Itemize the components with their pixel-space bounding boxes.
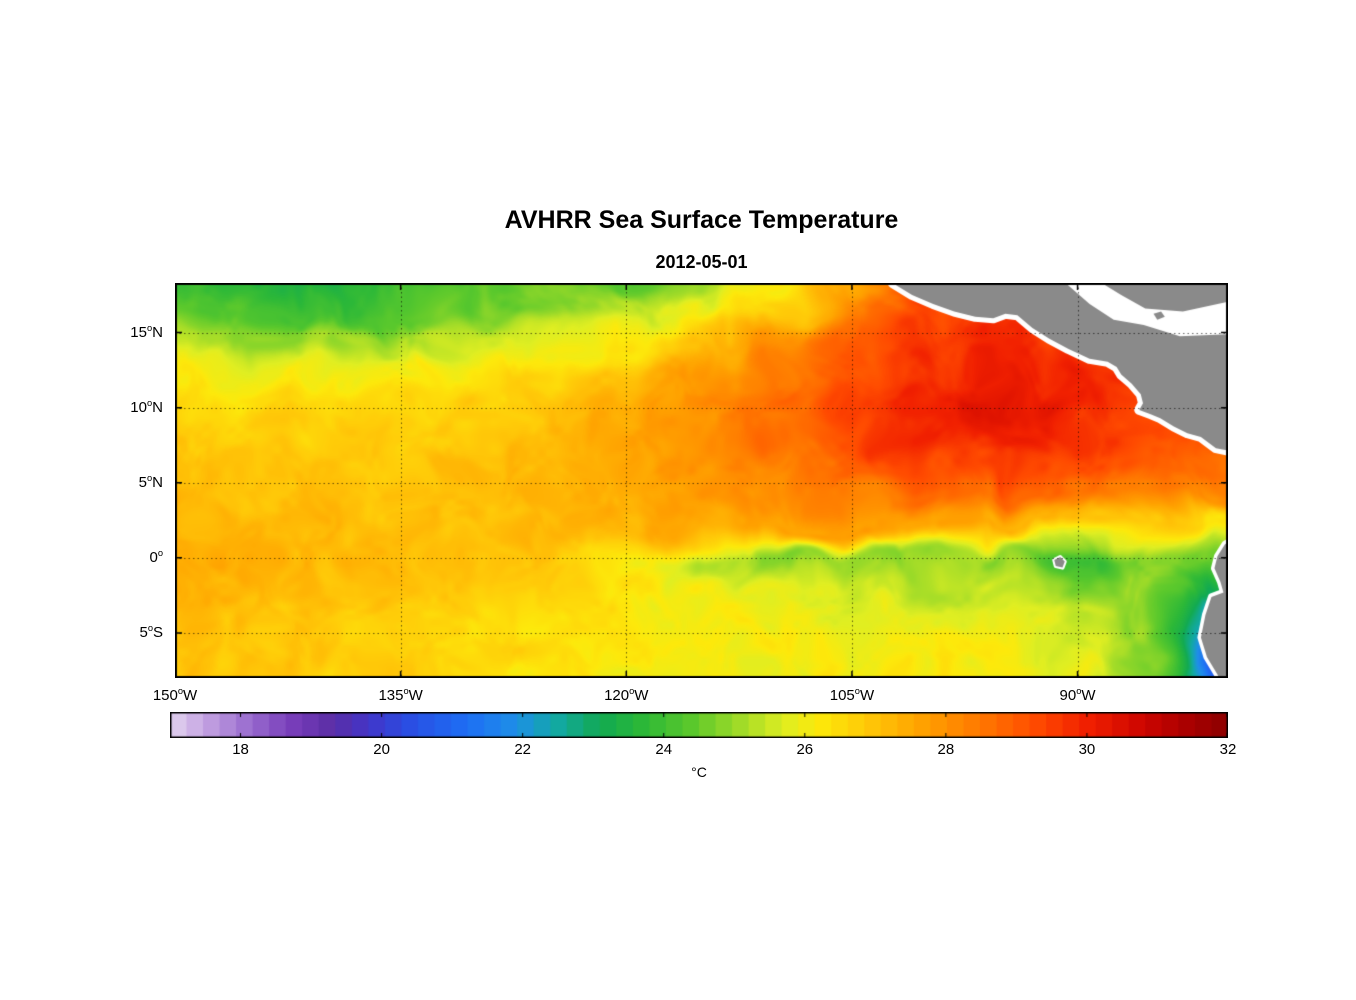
y-tick-label: 5oN bbox=[138, 472, 163, 491]
colorbar bbox=[170, 712, 1228, 738]
y-tick-label: 5oS bbox=[139, 622, 163, 641]
colorbar-tick-label: 24 bbox=[655, 741, 673, 758]
colorbar-tick-label: 32 bbox=[1219, 741, 1237, 758]
y-tick-label: 10oN bbox=[130, 397, 163, 416]
colorbar-tick-label: 18 bbox=[232, 741, 249, 758]
x-tick-label: 135oW bbox=[378, 686, 423, 704]
colorbar-unit-label: °C bbox=[691, 764, 707, 780]
y-tick-label: 0o bbox=[149, 547, 163, 566]
colorbar-tick-label: 22 bbox=[514, 741, 531, 758]
sst-map-canvas bbox=[175, 283, 1228, 678]
x-tick-label: 105oW bbox=[829, 686, 875, 704]
y-tick-label: 15oN bbox=[130, 322, 163, 341]
x-tick-label: 120oW bbox=[604, 686, 649, 704]
x-tick-label: 150oW bbox=[152, 686, 198, 704]
x-tick-label: 90oW bbox=[1059, 686, 1096, 704]
colorbar-tick-label: 26 bbox=[796, 741, 814, 758]
colorbar-tick-label: 30 bbox=[1078, 741, 1096, 758]
colorbar-tick-label: 28 bbox=[937, 741, 955, 758]
chart-title: AVHRR Sea Surface Temperature bbox=[504, 206, 899, 234]
colorbar-tick-label: 20 bbox=[373, 741, 390, 758]
chart-subtitle: 2012-05-01 bbox=[655, 252, 748, 272]
